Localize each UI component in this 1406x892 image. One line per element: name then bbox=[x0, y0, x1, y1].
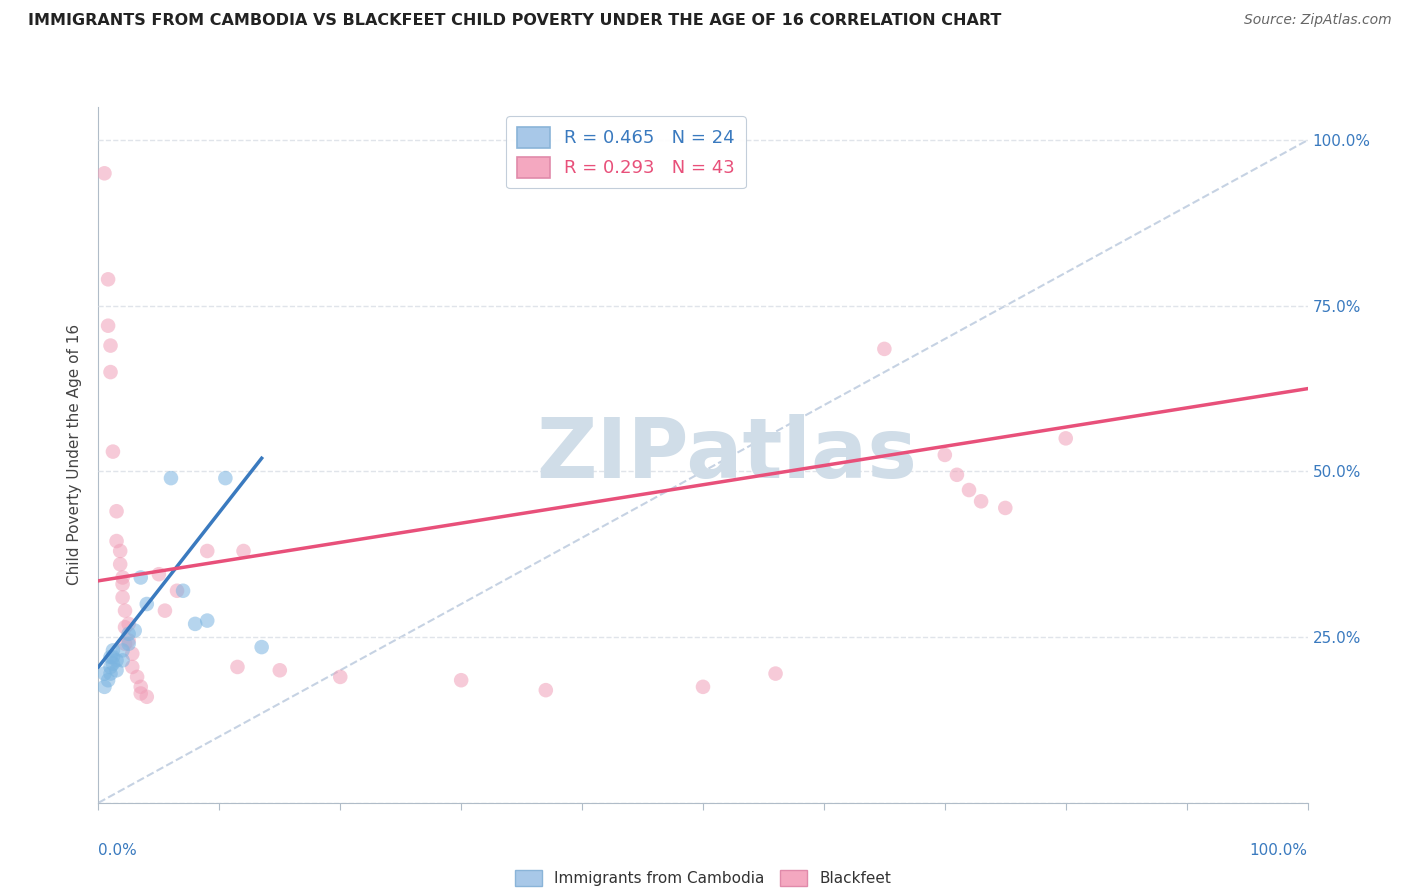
Point bbox=[160, 471, 183, 485]
Point bbox=[934, 448, 956, 462]
Point bbox=[124, 624, 146, 638]
Point bbox=[111, 653, 134, 667]
Point bbox=[114, 604, 136, 618]
Point bbox=[214, 471, 236, 485]
Text: 0.0%: 0.0% bbox=[98, 843, 138, 858]
Legend: Immigrants from Cambodia, Blackfeet: Immigrants from Cambodia, Blackfeet bbox=[509, 864, 897, 892]
Point bbox=[100, 338, 122, 352]
Point bbox=[101, 643, 124, 657]
Point bbox=[946, 467, 969, 482]
Point bbox=[135, 690, 157, 704]
Point bbox=[127, 670, 149, 684]
Point bbox=[534, 683, 557, 698]
Point bbox=[108, 544, 131, 558]
Point bbox=[118, 633, 141, 648]
Point bbox=[100, 365, 122, 379]
Point bbox=[114, 620, 136, 634]
Point bbox=[195, 544, 218, 558]
Point bbox=[114, 637, 136, 651]
Point bbox=[97, 318, 120, 333]
Point bbox=[111, 570, 134, 584]
Y-axis label: Child Poverty Under the Age of 16: Child Poverty Under the Age of 16 bbox=[67, 325, 83, 585]
Point bbox=[172, 583, 194, 598]
Point bbox=[970, 494, 993, 508]
Point bbox=[226, 660, 249, 674]
Point bbox=[111, 577, 134, 591]
Text: ZIPatlas: ZIPatlas bbox=[537, 415, 918, 495]
Text: Source: ZipAtlas.com: Source: ZipAtlas.com bbox=[1244, 13, 1392, 28]
Point bbox=[166, 583, 188, 598]
Point bbox=[269, 663, 291, 677]
Point bbox=[232, 544, 254, 558]
Point bbox=[250, 640, 273, 654]
Text: 100.0%: 100.0% bbox=[1250, 843, 1308, 858]
Point bbox=[108, 558, 131, 572]
Point bbox=[121, 647, 143, 661]
Point bbox=[105, 653, 128, 667]
Point bbox=[100, 666, 122, 681]
Point bbox=[450, 673, 472, 688]
Point bbox=[101, 657, 124, 671]
Point bbox=[129, 570, 152, 584]
Point bbox=[97, 673, 120, 688]
Point bbox=[195, 614, 218, 628]
Point bbox=[118, 627, 141, 641]
Point bbox=[105, 663, 128, 677]
Point bbox=[93, 680, 115, 694]
Point bbox=[101, 650, 124, 665]
Point bbox=[118, 637, 141, 651]
Point bbox=[957, 483, 980, 497]
Point bbox=[93, 666, 115, 681]
Point bbox=[121, 660, 143, 674]
Point bbox=[118, 616, 141, 631]
Point bbox=[135, 597, 157, 611]
Point bbox=[97, 272, 120, 286]
Point bbox=[93, 166, 115, 180]
Point bbox=[1054, 431, 1077, 445]
Point bbox=[692, 680, 714, 694]
Point bbox=[329, 670, 352, 684]
Point bbox=[765, 666, 787, 681]
Point bbox=[100, 660, 122, 674]
Text: IMMIGRANTS FROM CAMBODIA VS BLACKFEET CHILD POVERTY UNDER THE AGE OF 16 CORRELAT: IMMIGRANTS FROM CAMBODIA VS BLACKFEET CH… bbox=[28, 13, 1001, 29]
Point bbox=[129, 680, 152, 694]
Point bbox=[105, 504, 128, 518]
Point bbox=[101, 444, 124, 458]
Point bbox=[148, 567, 170, 582]
Point bbox=[111, 591, 134, 605]
Point bbox=[184, 616, 207, 631]
Point bbox=[994, 500, 1017, 515]
Point bbox=[129, 686, 152, 700]
Point bbox=[111, 643, 134, 657]
Point bbox=[873, 342, 896, 356]
Point bbox=[105, 534, 128, 549]
Point bbox=[100, 650, 122, 665]
Point bbox=[153, 604, 176, 618]
